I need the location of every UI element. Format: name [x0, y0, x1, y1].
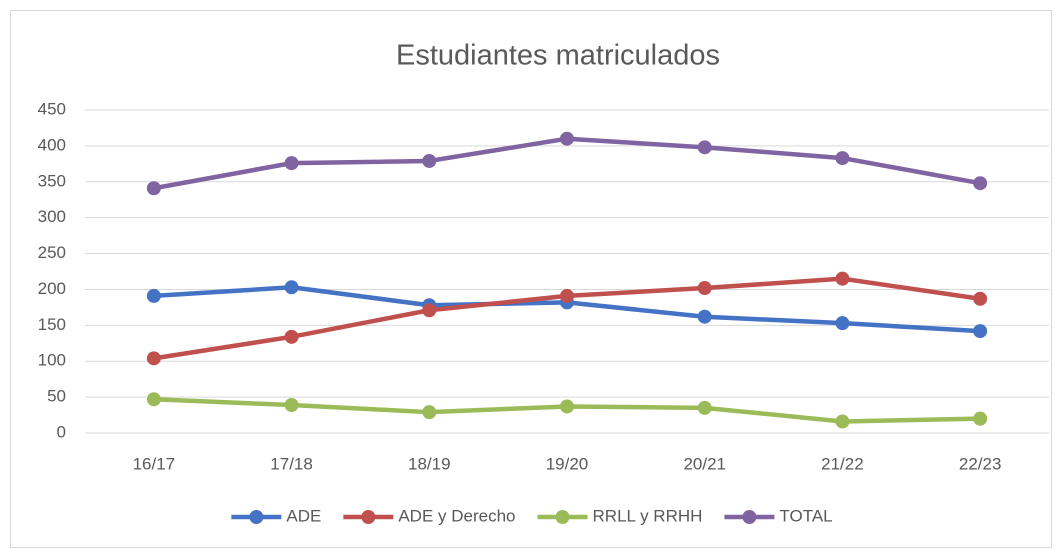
legend-marker [555, 510, 570, 524]
legend-label: ADE [286, 506, 321, 525]
legend-item: TOTAL [724, 506, 833, 525]
chart-border [10, 10, 1052, 548]
data-point [422, 153, 437, 168]
x-tick-label: 16/17 [133, 454, 176, 473]
data-point [835, 271, 850, 286]
data-point [697, 309, 712, 324]
legend-label: TOTAL [779, 506, 832, 525]
data-point [146, 181, 161, 196]
y-tick-label: 0 [57, 422, 66, 441]
data-point [146, 351, 161, 366]
legend-item: ADE [231, 506, 321, 525]
x-tick-label: 19/20 [546, 454, 589, 473]
x-tick-label: 18/19 [408, 454, 451, 473]
y-tick-label: 200 [38, 279, 66, 298]
chart-title: Estudiantes matriculados [396, 40, 720, 72]
y-tick-label: 350 [38, 171, 66, 190]
y-tick-label: 450 [38, 99, 66, 118]
data-point [973, 176, 988, 191]
y-tick-label: 100 [38, 351, 66, 370]
data-point [284, 156, 299, 171]
data-point [146, 288, 161, 303]
x-tick-label: 22/23 [959, 454, 1002, 473]
data-point [697, 140, 712, 155]
y-tick-label: 400 [38, 135, 66, 154]
data-point [146, 392, 161, 407]
data-point [422, 303, 437, 318]
legend-item: ADE y Derecho [343, 506, 516, 525]
data-point [973, 291, 988, 306]
data-point [284, 280, 299, 295]
legend-marker [742, 510, 757, 524]
legend-label: ADE y Derecho [398, 506, 515, 525]
x-tick-label: 17/18 [270, 454, 313, 473]
y-tick-label: 250 [38, 243, 66, 262]
data-point [973, 324, 988, 339]
y-tick-label: 300 [38, 207, 66, 226]
data-point [835, 414, 850, 429]
legend-label: RRLL y RRHH [593, 506, 703, 525]
data-point [560, 399, 574, 414]
data-point [835, 316, 850, 331]
data-point [560, 288, 574, 303]
data-point [697, 400, 712, 415]
data-point [697, 281, 712, 296]
y-tick-label: 150 [38, 315, 66, 334]
y-tick-label: 50 [47, 387, 66, 406]
data-point [835, 151, 850, 166]
data-point [284, 329, 299, 344]
legend-item: RRLL y RRHH [537, 506, 703, 525]
x-tick-label: 20/21 [683, 454, 726, 473]
legend-marker [361, 510, 376, 524]
data-point [422, 405, 437, 420]
data-point [284, 398, 299, 413]
x-tick-label: 21/22 [821, 454, 864, 473]
data-point [560, 131, 574, 146]
data-point [973, 411, 988, 426]
legend-marker [249, 510, 264, 524]
